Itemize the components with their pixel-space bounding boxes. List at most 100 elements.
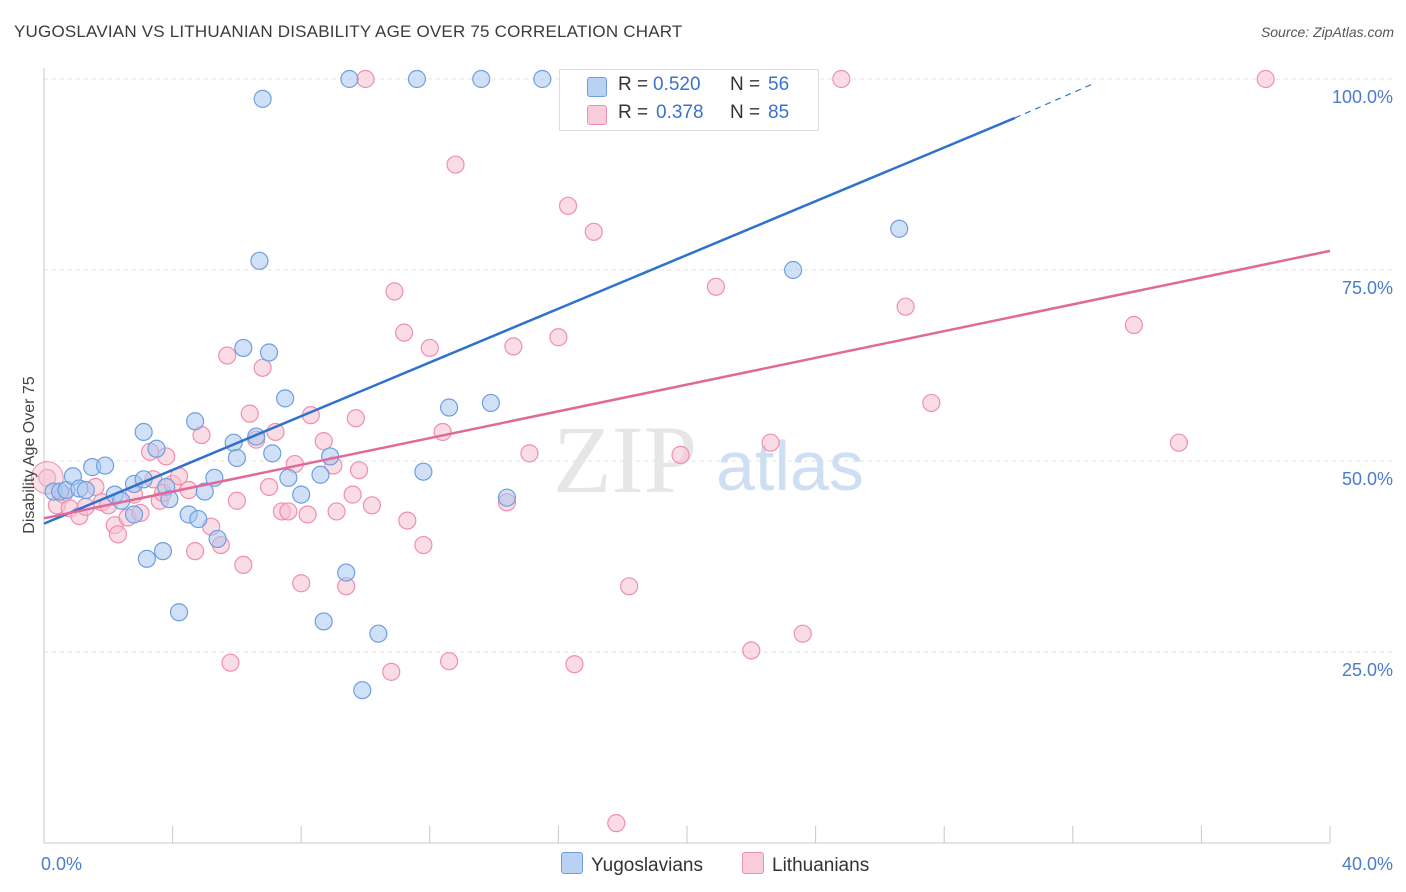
- yugoslavians-point: [340, 69, 359, 89]
- legend-row-lithuanians: R = 0.378 N = 85: [560, 101, 818, 129]
- legend-r-value: 0.378: [656, 102, 704, 123]
- yugoslavians-point: [407, 69, 427, 89]
- legend: R = 0.520 N = 56 R = 0.378 N = 85: [559, 69, 819, 131]
- legend-row-yugoslavians: R = 0.520 N = 56: [560, 73, 818, 101]
- chart-title: YUGOSLAVIAN VS LITHUANIAN DISABILITY AGE…: [14, 22, 683, 41]
- watermark: ZIP atlas: [553, 406, 864, 513]
- yugoslavians-point: [234, 338, 253, 358]
- yugoslavians-point: [439, 398, 459, 417]
- yugoslavians-trend-extension: [1014, 82, 1096, 119]
- yugoslavians-point: [292, 485, 311, 504]
- tick-labels: 0.0% 40.0% 25.0% 50.0% 75.0% 100.0%: [41, 87, 1393, 874]
- lithuanians-point: [227, 491, 246, 510]
- watermark-atlas: atlas: [716, 427, 864, 505]
- lithuanians-point: [896, 297, 915, 316]
- legend-n-label: N =: [730, 74, 761, 95]
- lithuanians-point: [420, 338, 439, 358]
- yugoslavians-point: [533, 69, 552, 89]
- lithuanians-point: [398, 511, 417, 530]
- legend-r-label: R =: [618, 102, 649, 123]
- lithuanians-point: [584, 222, 603, 241]
- lithuanians-point: [385, 282, 404, 301]
- lithuanians-point: [565, 655, 584, 674]
- lithuanians-point: [279, 502, 298, 521]
- yugoslavians-point: [253, 89, 272, 108]
- lithuanians-point: [240, 404, 259, 423]
- lithuanians-point: [186, 542, 205, 561]
- lithuanians-point: [253, 358, 272, 377]
- lithuanians-point: [1124, 315, 1143, 335]
- source-label: Source: ZipAtlas.com: [1260, 24, 1394, 40]
- lithuanians-point: [558, 196, 578, 215]
- yugoslavians-point: [189, 509, 208, 529]
- yugoslavians-point: [337, 563, 356, 582]
- yugoslavians-point: [95, 456, 115, 475]
- lithuanians-point: [439, 652, 459, 671]
- lithuanians-point: [362, 496, 382, 515]
- yugoslavians-point: [134, 422, 153, 442]
- lithuanians-point: [620, 577, 639, 596]
- y-tick-label: 100.0%: [1332, 87, 1393, 107]
- bottom-legend-swatch-lithuanians: [742, 852, 764, 874]
- yugoslavians-point: [250, 251, 269, 270]
- lithuanians-point: [108, 525, 128, 544]
- lithuanians-trend-line: [43, 249, 1331, 520]
- lithuanians-point: [346, 409, 365, 428]
- yugoslavians-point: [369, 624, 388, 643]
- lithuanians-point: [742, 641, 761, 660]
- bottom-legend-lithuanians: Lithuanians: [742, 852, 869, 877]
- legend-swatch-yugoslavians: [587, 77, 607, 97]
- lithuanians-point: [394, 323, 414, 342]
- lithuanians-point: [607, 814, 626, 833]
- yugoslavians-point: [481, 393, 500, 413]
- lithuanians-point: [520, 444, 539, 463]
- lithuanians-point: [382, 662, 401, 681]
- lithuanians-point: [327, 502, 346, 521]
- yugoslavians-point: [153, 542, 173, 561]
- yugoslavians-point: [259, 343, 279, 362]
- lithuanians-point: [356, 69, 375, 89]
- yugoslavians-point: [124, 505, 144, 524]
- bottom-legend-yugoslavians: Yugoslavians: [561, 852, 703, 877]
- yugoslavians-point: [169, 603, 189, 622]
- lithuanians-point: [218, 346, 237, 365]
- yugoslavians-point: [160, 490, 179, 509]
- lithuanians-point: [298, 505, 317, 524]
- lithuanians-point: [292, 574, 311, 593]
- yugoslavians-point: [890, 219, 909, 238]
- yugoslavians-point: [279, 468, 298, 487]
- yugoslavians-point: [195, 482, 214, 501]
- legend-r-label: R =: [618, 74, 649, 95]
- yugoslavians-point: [783, 260, 803, 280]
- lithuanians-point: [414, 535, 433, 555]
- yugoslavians-point: [147, 439, 166, 458]
- lithuanians-point: [706, 277, 726, 296]
- lithuanians-point: [793, 624, 812, 643]
- trend-lines: [43, 82, 1331, 525]
- lithuanians-point: [504, 337, 523, 356]
- bottom-legend-label: Yugoslavians: [591, 855, 703, 876]
- x-tick-label: 40.0%: [1342, 854, 1393, 874]
- yugoslavians-point: [263, 444, 282, 463]
- axes: [43, 68, 1331, 844]
- lithuanians-point: [922, 393, 941, 413]
- y-tick-label: 75.0%: [1342, 278, 1393, 298]
- y-tick-label: 25.0%: [1342, 660, 1393, 680]
- yugoslavians-point: [276, 389, 295, 408]
- lithuanians-point: [1169, 433, 1188, 452]
- lithuanians-point: [761, 433, 780, 452]
- lithuanians-point: [349, 461, 369, 480]
- yugoslavians-point: [227, 448, 246, 468]
- bottom-legend-label: Lithuanians: [772, 855, 870, 876]
- legend-n-value: 56: [768, 74, 790, 95]
- legend-n-label: N =: [730, 102, 761, 123]
- lithuanians-point: [549, 328, 568, 347]
- y-axis-label: Disability Age Over 75: [21, 376, 38, 534]
- lithuanians-point: [671, 445, 690, 464]
- yugoslavians-trend-line: [43, 116, 1016, 525]
- yugoslavians-point: [208, 529, 227, 549]
- yugoslavians-point: [76, 480, 95, 500]
- yugoslavians-points: [44, 69, 909, 700]
- lithuanians-point: [234, 555, 253, 575]
